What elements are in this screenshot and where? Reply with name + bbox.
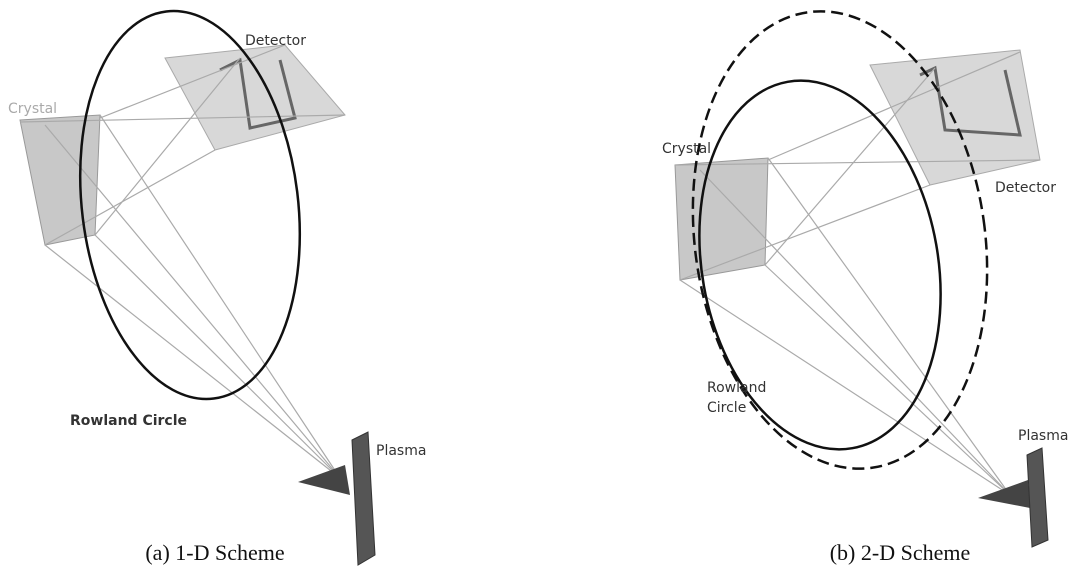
label: Rowland Circle [70,413,187,429]
label: Rowland [707,380,766,396]
panel-b: Crystal Detector Rowland Circle Plasma (… [662,10,1068,565]
detector-trace [919,65,1022,137]
plasma-cone [978,480,1030,508]
dashed-circle [691,10,989,470]
rays [674,51,1041,496]
crystal [674,157,769,281]
label: Crystal [662,141,711,157]
plasma-cone [298,465,350,495]
label: Plasma [376,443,426,459]
label: Plasma [1018,428,1068,444]
caption: (a) 1-D Scheme [145,540,284,565]
plasma-block [351,431,376,566]
detector [164,44,346,151]
crystal [19,114,101,246]
caption: (b) 2-D Scheme [830,540,971,565]
panel-a: Detector Crystal Rowland Circle Plasma (… [8,9,426,566]
label: Detector [995,180,1056,196]
rowland-circle [78,9,302,401]
plasma-block [1026,447,1049,548]
label: Detector [245,33,306,49]
rays [19,44,346,479]
label: Circle [707,400,746,416]
detector-trace [219,57,297,130]
rowland-circle [698,79,942,451]
label: Crystal [8,101,57,117]
